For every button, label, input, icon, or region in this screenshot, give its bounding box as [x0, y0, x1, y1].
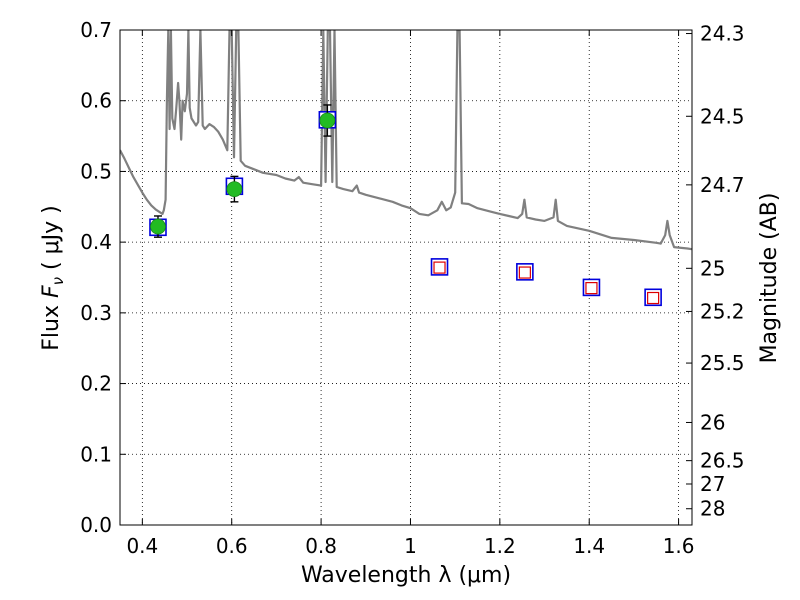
- x-tick-label: 1.4: [573, 534, 605, 558]
- y2-tick-label: 28: [700, 497, 725, 521]
- y-axis-label: Flux Fν ( μJy ): [39, 205, 67, 350]
- x-tick-label: 1: [404, 534, 417, 558]
- observed-point: [150, 218, 166, 235]
- plot-content: [120, 30, 692, 307]
- y2-tick-label: 25.5: [700, 351, 745, 375]
- y2-tick-label: 25.2: [700, 299, 745, 323]
- y-tick-label: 0.5: [80, 159, 112, 183]
- y2-tick-label: 24.5: [700, 104, 745, 128]
- plot-frame: [119, 29, 693, 526]
- axes: 0.4 0.6 0.8 1 1.2 1.4 1.6 0.0 0.1 0.2 0.3 0.4 0.5 0.6…: [80, 18, 744, 558]
- predicted-square: [585, 282, 598, 295]
- y2-tick-label: 26: [700, 410, 725, 434]
- y-tick-label: 0.0: [80, 513, 112, 537]
- y-tick-label: 0.6: [80, 89, 112, 113]
- x-axis-label: Wavelength λ (μm): [301, 563, 511, 588]
- y-tick-label: 0.4: [80, 230, 112, 254]
- predicted-square: [433, 261, 446, 274]
- observed-point: [226, 181, 243, 198]
- model-spectrum-line: [120, 30, 692, 251]
- y-tick-label: 0.1: [80, 442, 112, 466]
- observed-point: [319, 112, 336, 129]
- x-tick-label: 0.8: [305, 534, 337, 558]
- y-tick-label: 0.7: [80, 18, 112, 42]
- y-tick-label: 0.3: [80, 301, 112, 325]
- x-tick-label: 0.6: [216, 534, 248, 558]
- y2-tick-label: 24.3: [700, 22, 745, 46]
- y2-axis-label: Magnitude (AB): [757, 193, 782, 364]
- y-tick-label: 0.2: [80, 372, 112, 396]
- y2-tick-label: 25: [700, 256, 725, 280]
- predicted-square: [647, 291, 660, 305]
- y2-tick-label: 26.5: [700, 449, 745, 473]
- y2-tick-label: 27: [700, 472, 725, 496]
- plot-area: [120, 30, 692, 525]
- y2-tick-label: 24.7: [700, 173, 745, 197]
- x-tick-label: 1.6: [663, 534, 695, 558]
- predicted-square: [518, 266, 531, 279]
- x-tick-label: 0.4: [126, 534, 158, 558]
- x-tick-label: 1.2: [484, 534, 516, 558]
